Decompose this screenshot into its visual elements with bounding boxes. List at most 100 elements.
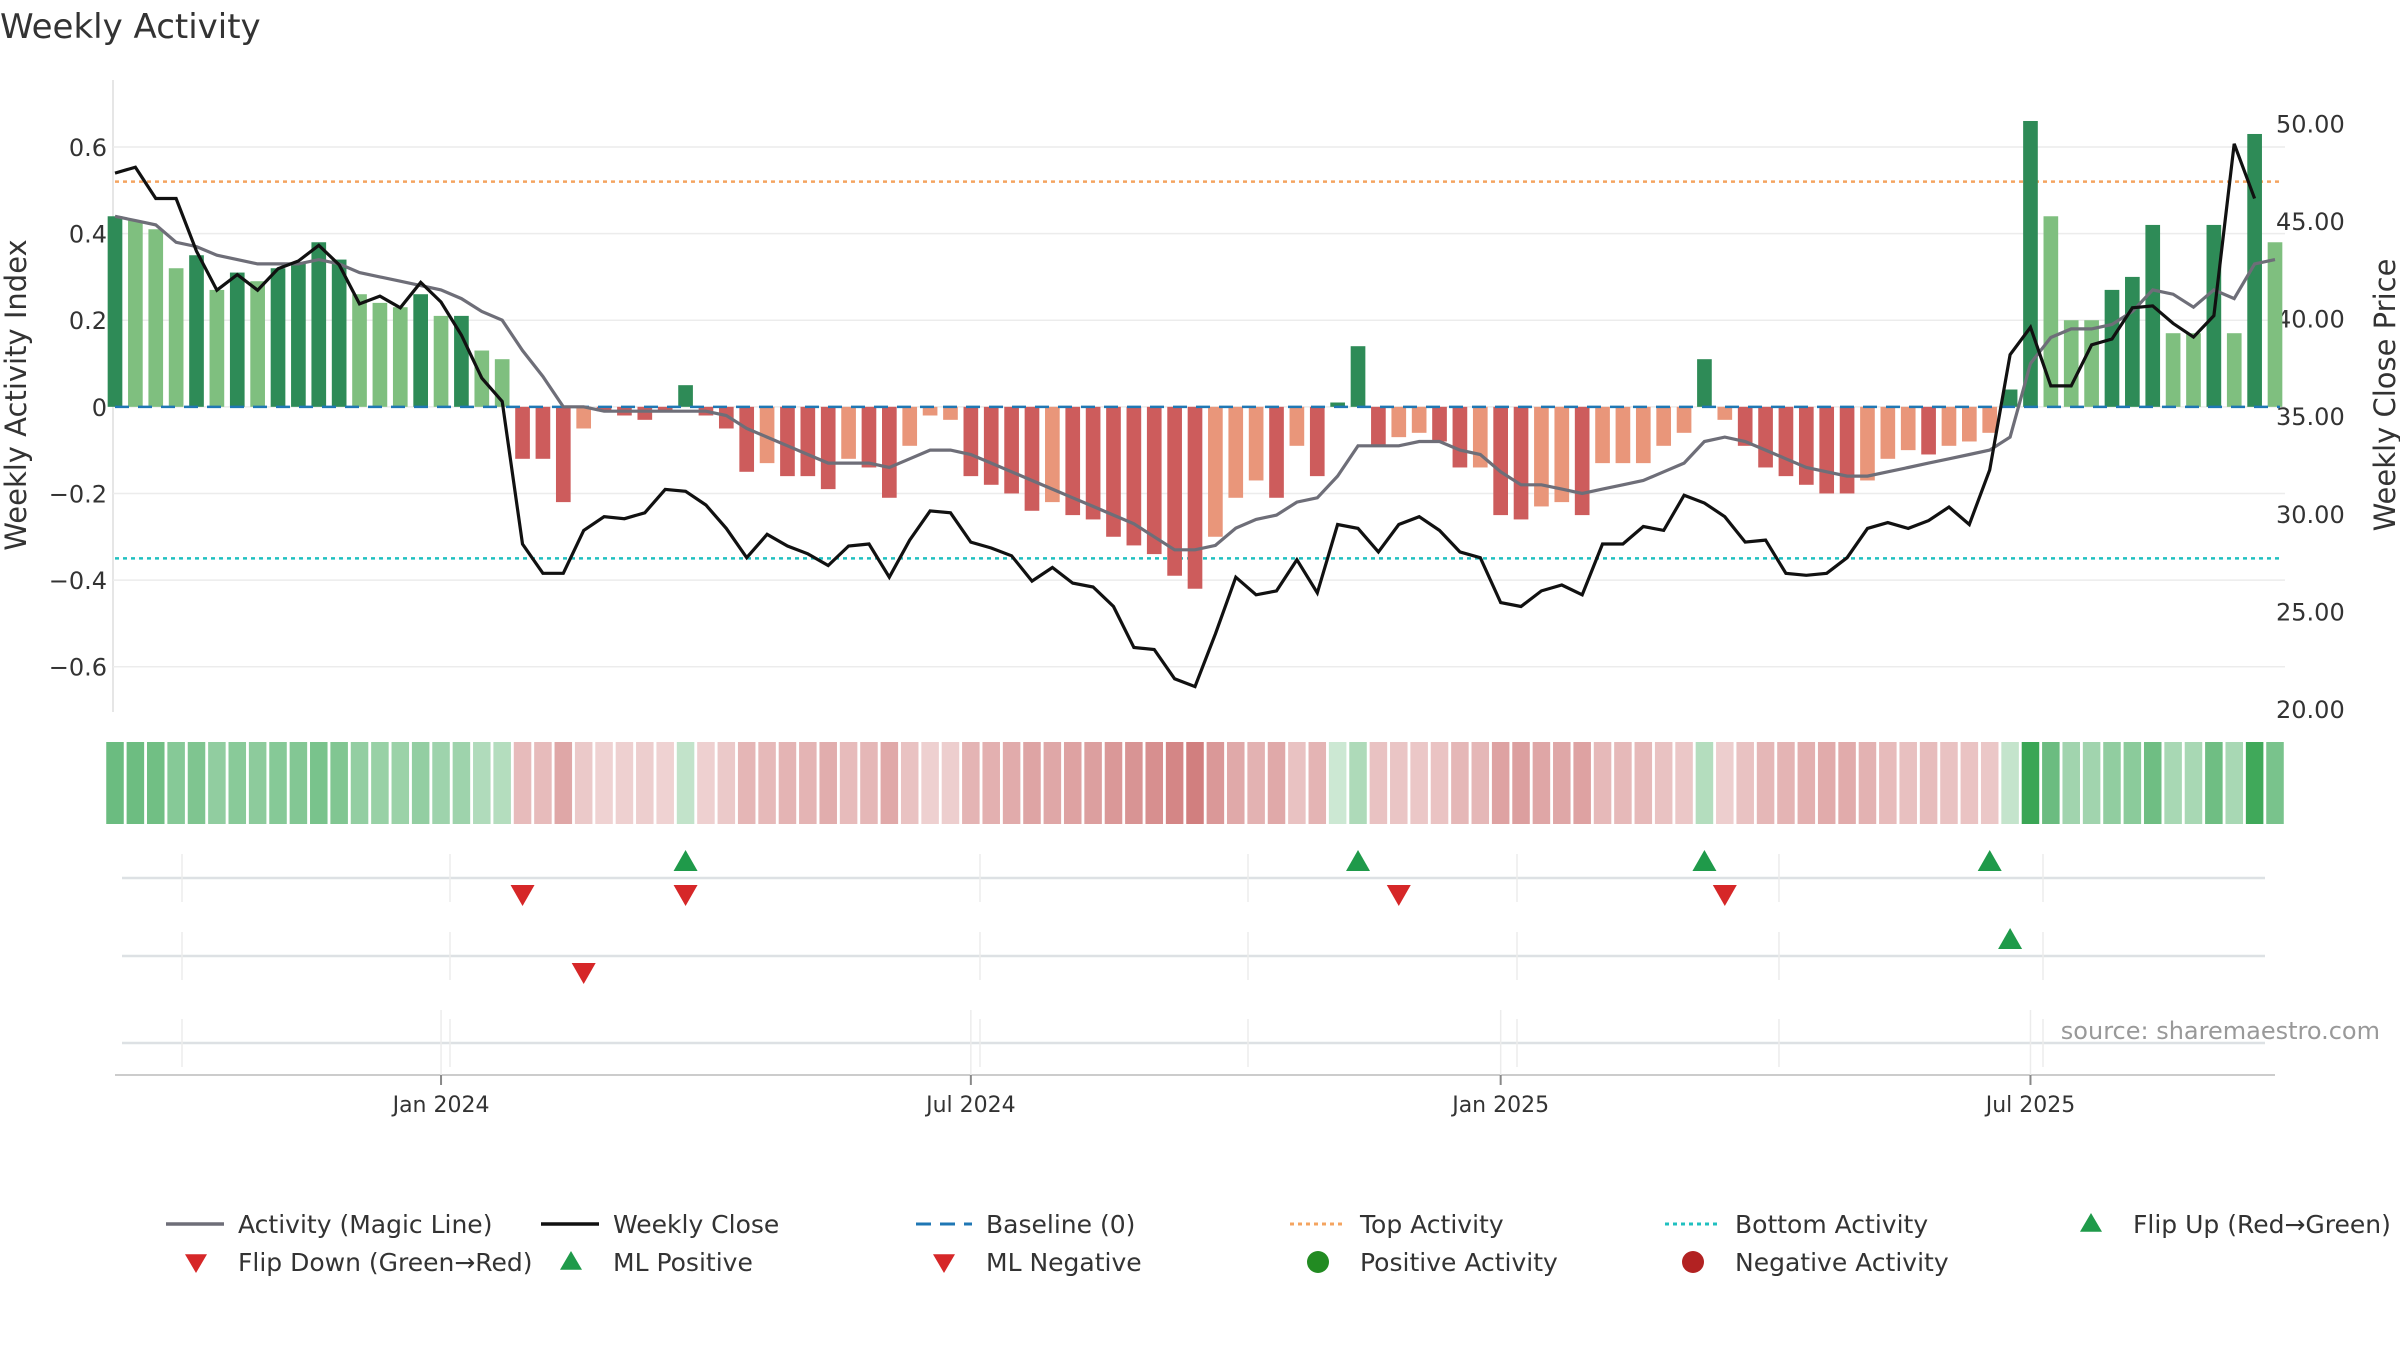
activity-bar	[1167, 406, 1182, 576]
heat-cell	[350, 742, 369, 824]
signal-markers-panel: Jan 2024 Jul 2024 Jan 2025 Jul 2025	[115, 850, 2275, 1118]
y-tick-label: −0.6	[49, 654, 107, 682]
activity-bar	[1146, 406, 1162, 555]
activity-bar	[555, 406, 571, 503]
heat-cell	[554, 742, 573, 824]
legend-item-posact: Positive Activity	[1307, 1248, 1558, 1277]
legend-label: ML Negative	[986, 1248, 1142, 1277]
heat-cell	[1226, 742, 1245, 824]
heat-cell	[2082, 742, 2101, 824]
flip-up-marker	[1346, 850, 1371, 871]
heat-cell	[839, 742, 858, 824]
heat-cell	[1532, 742, 1551, 824]
heat-cell	[2205, 742, 2223, 824]
activity-bar	[1106, 406, 1121, 537]
heat-cell	[146, 742, 165, 824]
flip-up-marker	[1692, 850, 1717, 871]
heat-cell	[473, 742, 491, 824]
activity-bar	[535, 406, 551, 459]
activity-bar	[2063, 320, 2079, 407]
source-credit: source: sharemaestro.com	[2061, 1017, 2380, 1045]
heat-cell	[1145, 742, 1164, 824]
heat-cell	[1410, 742, 1428, 824]
heat-cell	[1919, 742, 1938, 824]
activity-bar	[1004, 406, 1019, 494]
legend-item-mlneg: ML Negative	[933, 1248, 1142, 1277]
legend-label: Bottom Activity	[1735, 1210, 1928, 1239]
heat-cell	[534, 742, 552, 824]
legend-swatch-circle	[1682, 1251, 1704, 1273]
activity-bar	[250, 281, 265, 407]
heat-cell	[1369, 742, 1388, 824]
activity-bar	[1839, 406, 1855, 494]
activity-bar	[1676, 406, 1692, 433]
activity-bar	[1024, 406, 1040, 511]
legend-item-magic: Activity (Magic Line)	[166, 1210, 492, 1239]
activity-bar	[1880, 406, 1896, 459]
heat-cell	[1023, 742, 1041, 824]
heat-cell	[758, 742, 776, 824]
activity-bar	[1350, 346, 1366, 407]
heat-cell	[1043, 742, 1062, 824]
heat-cell	[1206, 742, 1225, 824]
activity-bar	[2247, 133, 2262, 407]
y-tick-label: 0	[92, 394, 107, 422]
y2-tick-label: 25.00	[2276, 598, 2345, 626]
activity-bar	[1860, 406, 1875, 481]
y-tick-label: −0.2	[49, 480, 107, 508]
heat-cell	[2123, 742, 2142, 824]
activity-bar	[780, 406, 795, 477]
activity-bar	[209, 289, 225, 407]
activity-bar	[1697, 359, 1712, 407]
activity-bar	[352, 294, 367, 407]
heat-cell	[2225, 742, 2244, 824]
activity-bar	[1717, 406, 1733, 420]
activity-bar	[1513, 406, 1529, 520]
activity-bar	[1798, 406, 1814, 485]
flip-up-marker	[673, 850, 698, 871]
activity-bar	[637, 406, 653, 420]
activity-bar	[1228, 406, 1244, 498]
heat-cell	[126, 742, 145, 824]
heat-cell	[1125, 742, 1143, 824]
activity-bar	[1309, 406, 1325, 477]
heat-cell	[2042, 742, 2060, 824]
activity-bar	[1758, 406, 1773, 468]
heat-cell	[1573, 742, 1591, 824]
activity-bar	[759, 406, 775, 464]
heat-cell	[411, 742, 430, 824]
heat-cell	[1104, 742, 1123, 824]
heat-cell	[1695, 742, 1714, 824]
heat-cell	[2245, 742, 2264, 824]
activity-bar	[1432, 406, 1447, 442]
heat-cell	[1451, 742, 1469, 824]
weekly-close-series	[114, 143, 2257, 689]
heat-cell	[513, 742, 532, 824]
heat-cell	[1879, 742, 1897, 824]
activity-bar	[800, 406, 816, 477]
heat-cell	[1165, 742, 1184, 824]
heat-cell	[2001, 742, 2019, 824]
legend-label: Weekly Close	[613, 1210, 779, 1239]
legend-swatch-triangle-up	[2080, 1213, 2102, 1232]
activity-bar	[168, 268, 184, 407]
heat-cell	[1267, 742, 1286, 824]
activity-bar	[331, 259, 347, 407]
heat-cell	[636, 742, 654, 824]
legend-item-close: Weekly Close	[541, 1210, 779, 1239]
activity-bar	[1615, 406, 1631, 464]
activity-bar	[2002, 389, 2018, 407]
activity-bar	[2186, 333, 2201, 407]
heat-cell	[1756, 742, 1775, 824]
activity-bar	[1411, 406, 1427, 433]
activity-bar	[433, 315, 449, 407]
heat-cell	[962, 742, 980, 824]
activity-bar	[2104, 289, 2120, 407]
heat-cell	[1288, 742, 1306, 824]
activity-bar	[2165, 333, 2181, 407]
heat-cell	[493, 742, 511, 824]
activity-bar	[739, 406, 755, 472]
activity-bar	[1656, 406, 1672, 446]
legend-item-top: Top Activity	[1290, 1210, 1504, 1239]
heat-cell	[982, 742, 1000, 824]
